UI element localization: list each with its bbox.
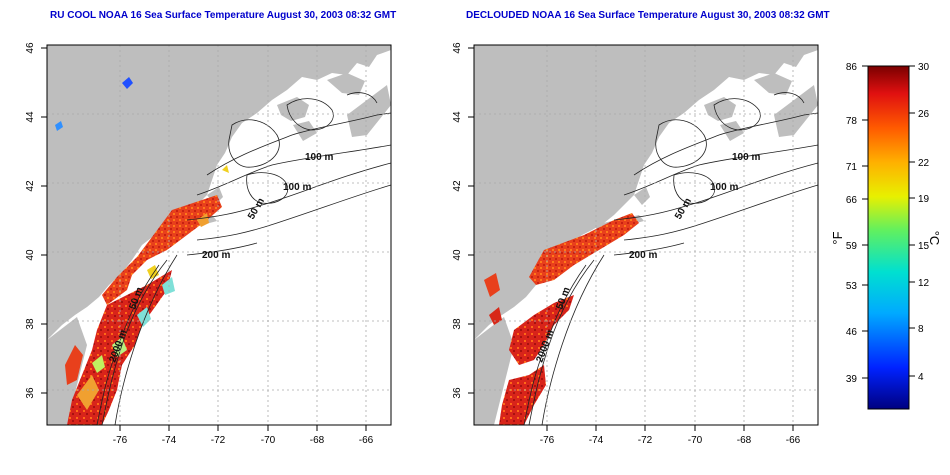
colorbar-f-tick-5: 59 <box>846 241 858 252</box>
left-y-tick-1: 46 <box>25 42 36 54</box>
right-x-tick-4: -70 <box>688 435 703 446</box>
colorbar-f-tick-4: 66 <box>846 195 858 206</box>
colorbar-f-tick-2: 78 <box>846 116 858 127</box>
right-x-tick-5: -68 <box>737 435 752 446</box>
left-contour-label-4: 200 m <box>202 250 230 261</box>
colorbar-c-tick-7: 8 <box>918 324 924 335</box>
left-y-tick-6: 36 <box>25 387 36 399</box>
right-y-tick-4: 40 <box>452 249 463 261</box>
colorbar-c-tick-1: 30 <box>918 62 930 73</box>
left-sst-field <box>55 77 229 425</box>
right-panel-title: DECLOUDED NOAA 16 Sea Surface Temperatur… <box>466 10 830 21</box>
left-x-tick-3: -72 <box>211 435 226 446</box>
right-contour-label-1: 100 m <box>732 152 760 163</box>
left-y-tick-3: 42 <box>25 180 36 192</box>
left-x-tick-2: -74 <box>162 435 177 446</box>
left-x-tick-5: -68 <box>310 435 325 446</box>
right-y-tick-5: 38 <box>452 318 463 330</box>
right-y-tick-1: 46 <box>452 42 463 54</box>
left-y-tick-4: 40 <box>25 249 36 261</box>
colorbar-celsius-label: °C <box>927 231 942 246</box>
colorbar-f-tick-3: 71 <box>846 162 858 173</box>
right-y-tick-6: 36 <box>452 387 463 399</box>
colorbar-c-tick-2: 26 <box>918 109 930 120</box>
right-contour-label-2: 100 m <box>710 182 738 193</box>
left-x-tick-6: -66 <box>359 435 374 446</box>
right-contour-label-4: 200 m <box>629 250 657 261</box>
colorbar-f-tick-8: 39 <box>846 374 858 385</box>
colorbar-c-tick-4: 19 <box>918 194 930 205</box>
colorbar-c-tick-6: 12 <box>918 278 930 289</box>
colorbar-f-tick-7: 46 <box>846 327 858 338</box>
colorbar-gradient <box>867 65 910 410</box>
right-map-panel: 100 m 100 m 50 m 200 m 50 m 2000 m -76 -… <box>452 42 819 446</box>
colorbar-c-tick-5: 15 <box>918 241 930 252</box>
colorbar-f-tick-6: 53 <box>846 281 858 292</box>
right-x-tick-6: -66 <box>786 435 801 446</box>
right-y-tick-3: 42 <box>452 180 463 192</box>
left-y-tick-5: 38 <box>25 318 36 330</box>
colorbar-fahrenheit-label: °F <box>830 231 845 244</box>
left-panel-title: RU COOL NOAA 16 Sea Surface Temperature … <box>50 10 397 21</box>
colorbar: 86 78 71 66 59 53 46 39 30 26 22 19 15 1… <box>830 62 942 410</box>
left-contour-label-2: 100 m <box>283 182 311 193</box>
right-x-tick-2: -74 <box>589 435 604 446</box>
left-plot-frame <box>46 44 392 426</box>
left-contour-label-1: 100 m <box>305 152 333 163</box>
colorbar-f-tick-1: 86 <box>846 62 858 73</box>
right-x-tick-1: -76 <box>540 435 555 446</box>
right-x-tick-3: -72 <box>638 435 653 446</box>
right-plot-frame <box>473 44 819 426</box>
left-x-tick-4: -70 <box>261 435 276 446</box>
left-map-panel: 100 m 100 m 50 m 200 m 50 m 2000 m -76 -… <box>25 42 392 446</box>
colorbar-c-tick-8: 4 <box>918 372 924 383</box>
left-y-tick-2: 44 <box>25 111 36 123</box>
colorbar-c-tick-3: 22 <box>918 158 930 169</box>
left-x-tick-1: -76 <box>113 435 128 446</box>
right-y-tick-2: 44 <box>452 111 463 123</box>
